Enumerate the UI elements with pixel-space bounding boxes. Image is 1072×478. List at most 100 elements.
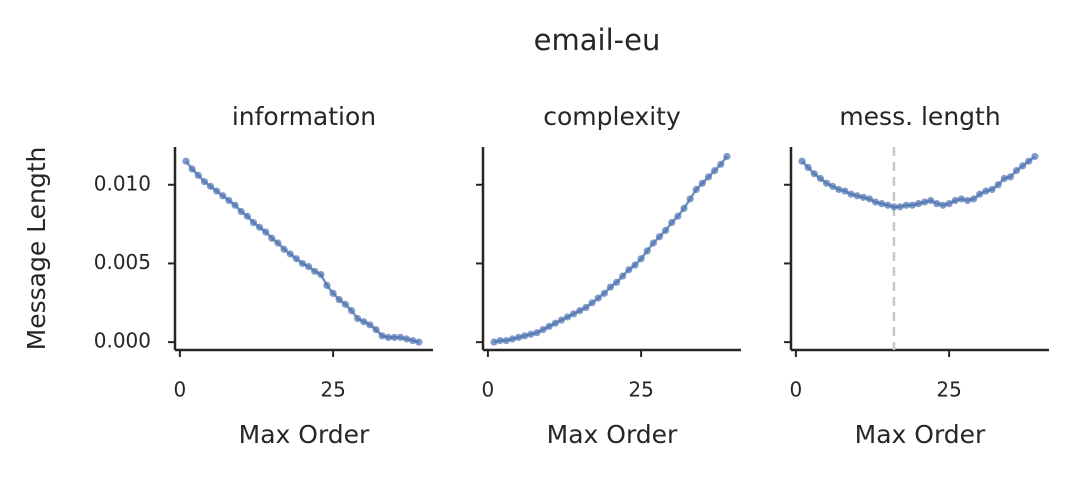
data-point xyxy=(723,152,731,161)
data-point xyxy=(902,201,910,209)
data-point xyxy=(539,325,547,334)
data-point xyxy=(680,204,688,212)
data-point xyxy=(508,335,517,343)
data-point xyxy=(810,170,818,178)
data-point xyxy=(698,179,706,187)
x-tick-label: 0 xyxy=(790,378,803,402)
data-point xyxy=(249,218,258,227)
figure-title: email-eu xyxy=(534,23,661,57)
data-point xyxy=(490,338,498,346)
data-point xyxy=(649,239,657,247)
data-point xyxy=(816,174,825,183)
data-point xyxy=(798,157,806,165)
data-point xyxy=(600,289,608,297)
data-point xyxy=(1012,167,1021,175)
data-point xyxy=(347,307,356,315)
data-point xyxy=(594,294,602,302)
x-axis-label: Max Order xyxy=(547,420,678,449)
data-point xyxy=(304,262,313,271)
data-point xyxy=(557,316,566,324)
y-axis-label: Message Length xyxy=(22,147,51,351)
data-point xyxy=(194,171,202,179)
data-point xyxy=(188,165,196,173)
data-point xyxy=(372,325,380,334)
data-point xyxy=(243,212,251,220)
data-point xyxy=(563,313,572,321)
data-point xyxy=(298,259,307,268)
data-point xyxy=(533,329,541,337)
data-point xyxy=(274,239,282,247)
data-point xyxy=(378,332,386,340)
subplot-title: information xyxy=(232,102,376,131)
data-point xyxy=(951,196,959,205)
data-point xyxy=(396,333,405,342)
data-point xyxy=(268,234,276,242)
data-point xyxy=(674,212,682,220)
x-axis-label: Max Order xyxy=(239,420,370,449)
data-point xyxy=(988,185,996,194)
data-point xyxy=(841,187,849,195)
data-point xyxy=(927,196,935,205)
data-point xyxy=(945,200,953,208)
x-tick-label: 25 xyxy=(628,378,653,402)
data-point xyxy=(292,255,300,263)
data-point xyxy=(606,283,615,291)
series-line xyxy=(493,155,728,344)
data-point xyxy=(619,272,627,280)
data-point xyxy=(182,157,190,165)
data-point xyxy=(521,332,529,340)
data-point xyxy=(323,281,331,290)
data-point xyxy=(865,195,874,203)
data-point xyxy=(625,266,633,274)
series-line xyxy=(185,160,420,344)
data-point xyxy=(884,201,892,209)
data-point xyxy=(914,200,923,208)
data-point xyxy=(686,195,694,203)
data-point xyxy=(231,201,239,209)
data-point xyxy=(225,196,233,205)
data-point xyxy=(847,190,855,198)
data-point xyxy=(409,336,417,345)
data-point xyxy=(582,303,590,312)
data-point xyxy=(200,178,209,186)
data-point xyxy=(384,333,392,342)
data-point xyxy=(933,200,941,208)
data-point xyxy=(514,333,523,342)
y-tick-label: 0.010 xyxy=(94,171,151,195)
data-point xyxy=(920,198,929,206)
data-point xyxy=(637,255,645,263)
data-point xyxy=(317,270,325,279)
data-point xyxy=(360,318,368,326)
x-tick-label: 25 xyxy=(320,378,345,402)
data-point xyxy=(612,278,621,286)
data-point xyxy=(502,336,510,345)
data-point xyxy=(311,267,319,275)
data-point xyxy=(206,182,215,190)
data-point xyxy=(662,226,670,235)
x-tick-label: 0 xyxy=(482,378,495,402)
data-point xyxy=(213,187,221,195)
data-point xyxy=(527,330,535,338)
data-point xyxy=(655,233,664,241)
data-point xyxy=(704,173,713,181)
data-point xyxy=(255,223,264,231)
data-point xyxy=(668,218,676,227)
data-point xyxy=(1006,173,1014,181)
data-point xyxy=(329,289,337,297)
data-point xyxy=(939,201,947,209)
data-point xyxy=(908,201,916,209)
data-point xyxy=(822,179,831,187)
data-point xyxy=(994,181,1002,189)
data-point xyxy=(896,203,904,211)
data-point xyxy=(643,247,651,255)
data-point xyxy=(982,187,990,195)
series-line xyxy=(801,155,1036,209)
data-point xyxy=(963,196,972,205)
data-point xyxy=(1025,157,1033,165)
data-point xyxy=(335,296,343,304)
x-axis-label: Max Order xyxy=(855,420,986,449)
data-point xyxy=(970,195,978,203)
y-tick-label: 0.005 xyxy=(94,250,151,274)
data-point xyxy=(835,185,843,194)
